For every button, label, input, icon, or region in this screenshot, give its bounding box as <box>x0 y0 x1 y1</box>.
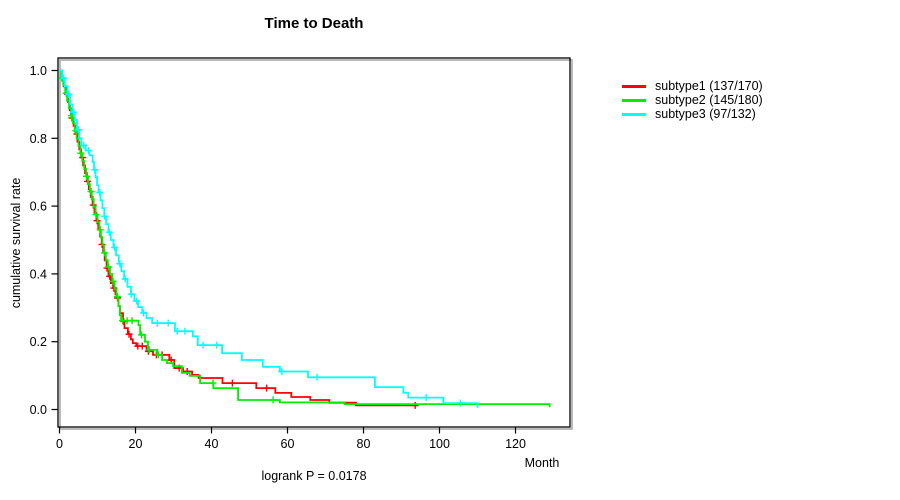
censor-mark <box>269 396 277 404</box>
censor-mark <box>70 108 78 116</box>
censor-mark <box>153 319 161 327</box>
censor-mark <box>140 309 147 317</box>
censor-mark <box>127 290 135 298</box>
censor-mark <box>154 351 162 359</box>
legend-label: subtype1 (137/170) <box>655 79 763 93</box>
censor-mark <box>263 384 271 392</box>
censor-mark <box>278 368 286 375</box>
censor-mark <box>422 394 430 402</box>
censor-mark <box>84 147 92 154</box>
censor-mark <box>228 379 236 387</box>
censor-mark <box>105 228 113 236</box>
legend-line-swatch-green <box>622 98 646 102</box>
x-tick-label: 60 <box>281 437 295 451</box>
censor-mark <box>128 317 136 325</box>
censor-mark <box>91 166 99 174</box>
censor-mark <box>109 277 117 285</box>
censor-mark <box>75 126 82 134</box>
legend: subtype1 (137/170) subtype2 (145/180) su… <box>622 79 763 121</box>
x-axis-label: Month <box>524 456 560 470</box>
censor-mark <box>96 189 104 196</box>
censor-mark <box>125 330 133 338</box>
censor-mark <box>65 90 73 98</box>
censor-mark <box>138 342 146 350</box>
censor-mark <box>83 172 90 180</box>
censor-mark <box>60 74 68 82</box>
legend-line-swatch-cyan <box>622 112 646 116</box>
y-tick-label: 0.4 <box>30 267 47 281</box>
censor-mark <box>101 212 109 220</box>
survival-curve-1 <box>59 69 418 407</box>
censor-mark <box>199 341 207 349</box>
legend-item-subtype3: subtype3 (97/132) <box>622 107 763 121</box>
censor-mark <box>113 293 121 301</box>
y-axis-label: cumulative survival rate <box>9 177 23 309</box>
censor-mark <box>138 331 146 339</box>
y-tick-label: 0.8 <box>30 132 47 146</box>
censor-mark <box>105 263 112 271</box>
y-tick-label: 0.6 <box>30 200 47 214</box>
survival-curve-2 <box>59 69 551 408</box>
censor-mark <box>77 149 85 157</box>
chart-title: Time to Death <box>264 15 364 32</box>
legend-label: subtype2 (145/180) <box>655 93 763 107</box>
censor-mark <box>313 373 321 381</box>
censor-mark <box>213 341 221 349</box>
censor-mark <box>101 249 109 257</box>
legend-item-subtype1: subtype1 (137/170) <box>622 79 763 93</box>
x-tick-label: 40 <box>205 437 219 451</box>
censor-mark <box>411 401 419 409</box>
y-tick-label: 0.2 <box>30 335 47 349</box>
y-tick-label: 1.0 <box>30 64 47 78</box>
legend-label: subtype3 (97/132) <box>655 107 756 121</box>
censor-mark <box>183 368 191 375</box>
censor-mark <box>181 327 189 335</box>
censor-mark <box>173 327 181 335</box>
censor-mark <box>92 211 100 219</box>
x-tick-label: 100 <box>429 437 450 451</box>
censor-mark <box>80 141 88 149</box>
censor-mark <box>111 244 119 251</box>
x-tick-label: 80 <box>357 437 371 451</box>
censor-mark <box>456 399 464 407</box>
censor-mark <box>121 275 129 283</box>
x-tick-label: 120 <box>505 437 526 451</box>
x-tick-label: 0 <box>56 437 63 451</box>
censor-mark <box>87 188 95 195</box>
censor-mark <box>164 319 172 327</box>
censor-mark <box>145 346 153 354</box>
legend-line-swatch-red <box>622 84 646 88</box>
y-tick-label: 0.0 <box>30 403 47 417</box>
plot-box <box>57 57 571 428</box>
plot-box-shadow <box>59 59 573 430</box>
censor-mark <box>209 379 217 387</box>
x-tick-label: 20 <box>129 437 143 451</box>
censor-mark <box>116 260 124 268</box>
survival-curve-3 <box>59 69 479 408</box>
censor-mark <box>133 297 141 305</box>
censor-mark <box>96 226 104 234</box>
legend-item-subtype2: subtype2 (145/180) <box>622 93 763 107</box>
logrank-pvalue-annotation: logrank P = 0.0178 <box>261 469 367 483</box>
